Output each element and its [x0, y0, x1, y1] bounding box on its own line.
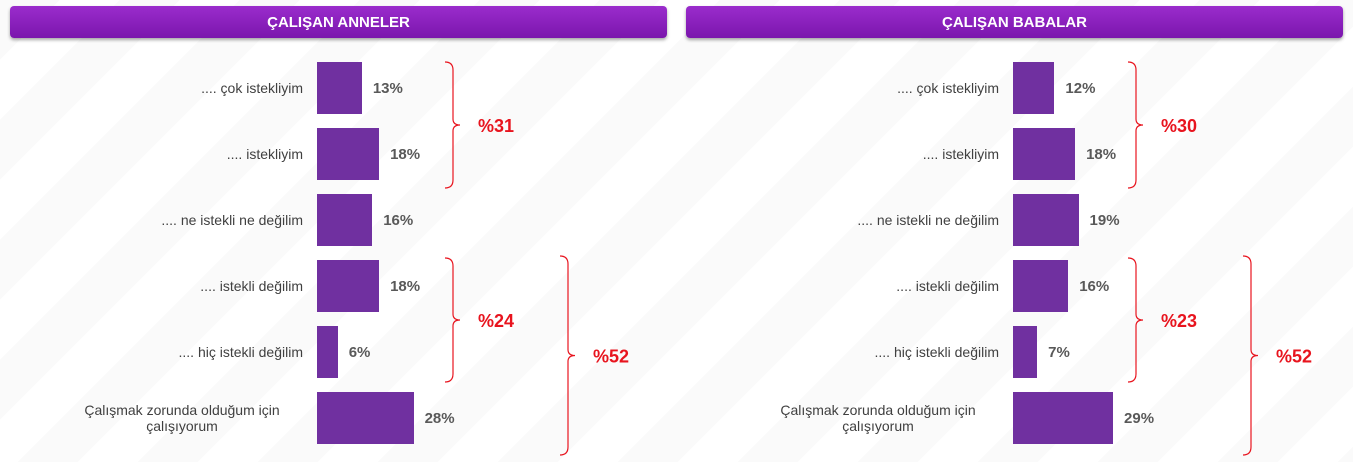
value-label: 18%: [390, 277, 421, 295]
bracket: [559, 255, 576, 456]
bar: [317, 392, 414, 444]
value-label: 7%: [1048, 343, 1070, 361]
bracket: [1242, 255, 1259, 456]
bracket: [1127, 61, 1144, 189]
category-label: .... istekli değilim: [200, 278, 303, 294]
bar: [1013, 326, 1038, 378]
category-label: .... ne istekli ne değilim: [161, 212, 303, 228]
bracket: [444, 257, 461, 383]
bracket-label: %23: [1161, 311, 1197, 331]
bar: [1013, 260, 1069, 312]
category-label: .... çok istekliyim: [201, 80, 303, 96]
category-label: .... istekli değilim: [896, 278, 999, 294]
category-label: .... istekliyim: [922, 146, 999, 162]
value-label: 16%: [1079, 277, 1110, 295]
bracket-label: %52: [593, 346, 629, 366]
bar: [1013, 128, 1076, 180]
bar: [317, 260, 380, 312]
panel-header: ÇALIŞAN BABALAR: [686, 6, 1343, 38]
category-label: Çalışmak zorunda olduğum için çalışıyoru…: [780, 402, 976, 434]
bar: [317, 128, 380, 180]
panel-header: ÇALIŞAN ANNELER: [10, 6, 667, 38]
bar: [317, 326, 338, 378]
value-label: 18%: [1086, 145, 1117, 163]
bracket: [1127, 257, 1144, 383]
category-label: .... çok istekliyim: [897, 80, 999, 96]
bar: [1013, 392, 1114, 444]
bracket-label: %31: [478, 116, 514, 136]
bar: [317, 62, 362, 114]
value-label: 28%: [424, 409, 455, 427]
value-label: 18%: [390, 145, 421, 163]
category-label: .... istekliyim: [226, 146, 303, 162]
category-label: .... hiç istekli değilim: [178, 344, 303, 360]
bracket-label: %30: [1161, 116, 1197, 136]
category-label: .... hiç istekli değilim: [874, 344, 999, 360]
bar: [317, 194, 373, 246]
bar: [1013, 62, 1055, 114]
value-label: 13%: [372, 79, 403, 97]
category-label: .... ne istekli ne değilim: [857, 212, 999, 228]
category-label: Çalışmak zorunda olduğum için çalışıyoru…: [84, 402, 280, 434]
bracket: [444, 61, 461, 189]
bracket-label: %52: [1276, 346, 1312, 366]
value-label: 19%: [1089, 211, 1120, 229]
value-label: 6%: [348, 343, 371, 361]
value-label: 29%: [1124, 409, 1155, 427]
value-label: 16%: [383, 211, 414, 229]
bracket-label: %24: [478, 311, 514, 331]
value-label: 12%: [1065, 79, 1096, 97]
bar: [1013, 194, 1079, 246]
